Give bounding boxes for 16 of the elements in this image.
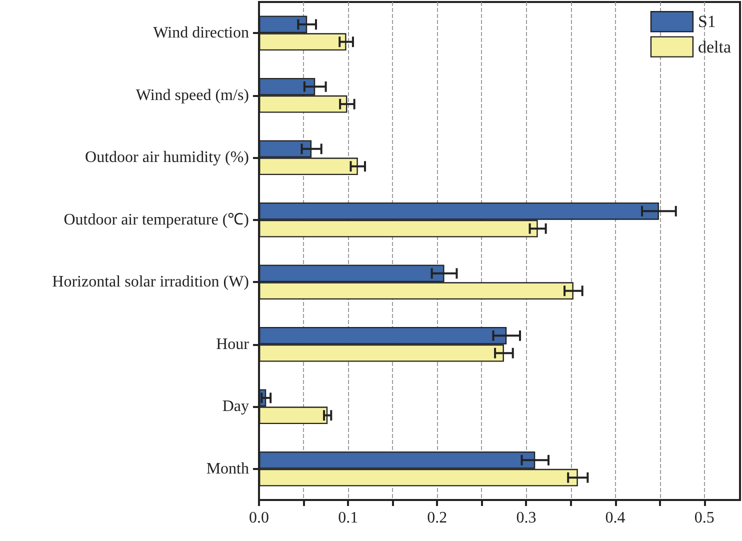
y-tick-label: Wind speed (m/s) (136, 86, 249, 104)
x-tick-label: 0.2 (427, 510, 448, 526)
legend-label: delta (698, 37, 732, 56)
x-tick-label: 0.0 (249, 510, 269, 526)
x-tick-label: 0.1 (338, 510, 358, 526)
x-tick-label: 0.4 (605, 510, 626, 526)
y-tick-label: Hour (216, 336, 250, 353)
x-tick-label: 0.3 (516, 510, 536, 526)
y-tick-label: Outdoor air temperature (℃) (64, 211, 249, 228)
x-tick-label: 0.5 (694, 510, 714, 526)
y-tick-label: Wind direction (153, 24, 249, 42)
y-tick-label: Outdoor air humidity (%) (85, 149, 249, 166)
y-tick-label: Day (222, 398, 249, 416)
y-tick-label: Month (206, 460, 249, 478)
legend-label: S1 (698, 12, 716, 32)
y-tick-label: Horizontal solar irradition (W) (52, 274, 249, 291)
